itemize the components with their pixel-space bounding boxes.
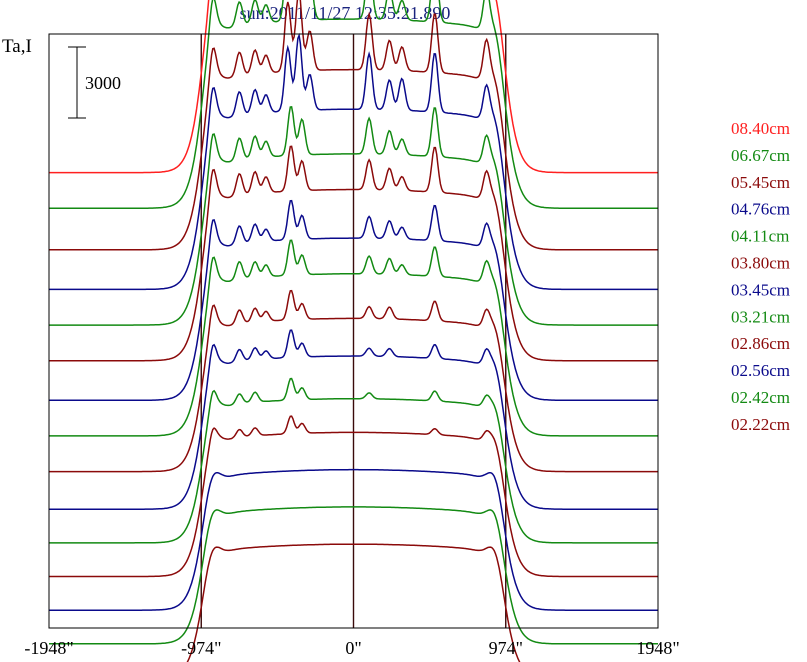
series-line-02.22cm <box>49 415 658 578</box>
legend-entry-02.42cm: 02.42cm <box>731 388 790 407</box>
chart-title: sun:2011/11/27 12:35:21.890 <box>240 3 451 23</box>
x-tick-label-2: 0" <box>345 638 361 658</box>
x-tick-label-1: -974" <box>181 638 221 658</box>
series-line-03.80cm <box>49 145 658 362</box>
x-tick-label-3: 974" <box>489 638 523 658</box>
legend: 08.40cm 06.67cm 05.45cm 04.76cm 04.11cm 03.80… <box>731 119 790 434</box>
legend-entry-04.76cm: 04.76cm <box>731 200 790 219</box>
vertical-markers <box>200 34 507 628</box>
x-tick-label-4: 1948" <box>636 638 679 658</box>
series-line-02.56cm <box>49 329 658 510</box>
legend-entry-03.45cm: 03.45cm <box>731 280 790 299</box>
series-line-04.76cm <box>49 32 658 291</box>
series-line-08.40cm <box>49 0 658 174</box>
legend-entry-02.56cm: 02.56cm <box>731 361 790 380</box>
series-line-02.86cm <box>49 289 658 473</box>
series-line-02.42cm <box>49 377 658 544</box>
series-line-06.67cm <box>49 0 658 209</box>
series-line-03.21cm <box>49 239 658 437</box>
x-tick-label-0: -1948" <box>24 638 73 658</box>
scale-bar: 3000 <box>68 46 121 119</box>
legend-entry-03.21cm: 03.21cm <box>731 307 790 326</box>
legend-entry-04.11cm: 04.11cm <box>731 227 789 246</box>
series-line-03.45cm <box>49 199 658 402</box>
legend-entry-02.22cm: 02.22cm <box>731 415 790 434</box>
scale-bar-label: 3000 <box>85 73 121 93</box>
x-tick-labels: -1948" -974" 0" 974" 1948" <box>24 638 679 658</box>
legend-entry-08.40cm: 08.40cm <box>731 119 790 138</box>
y-axis-label: Ta,I <box>2 36 32 57</box>
unlabeled-trace-1 <box>49 506 658 645</box>
series-line-04.11cm <box>49 105 658 326</box>
unlabeled-trace-2 <box>186 543 521 662</box>
legend-entry-02.86cm: 02.86cm <box>731 334 790 353</box>
legend-entry-06.67cm: 06.67cm <box>731 146 790 165</box>
plot-frame <box>48 33 659 629</box>
series-line-05.45cm <box>49 0 658 251</box>
traces <box>49 0 658 662</box>
legend-entry-05.45cm: 05.45cm <box>731 173 790 192</box>
unlabeled-trace-0 <box>49 468 658 611</box>
legend-entry-03.80cm: 03.80cm <box>731 254 790 273</box>
